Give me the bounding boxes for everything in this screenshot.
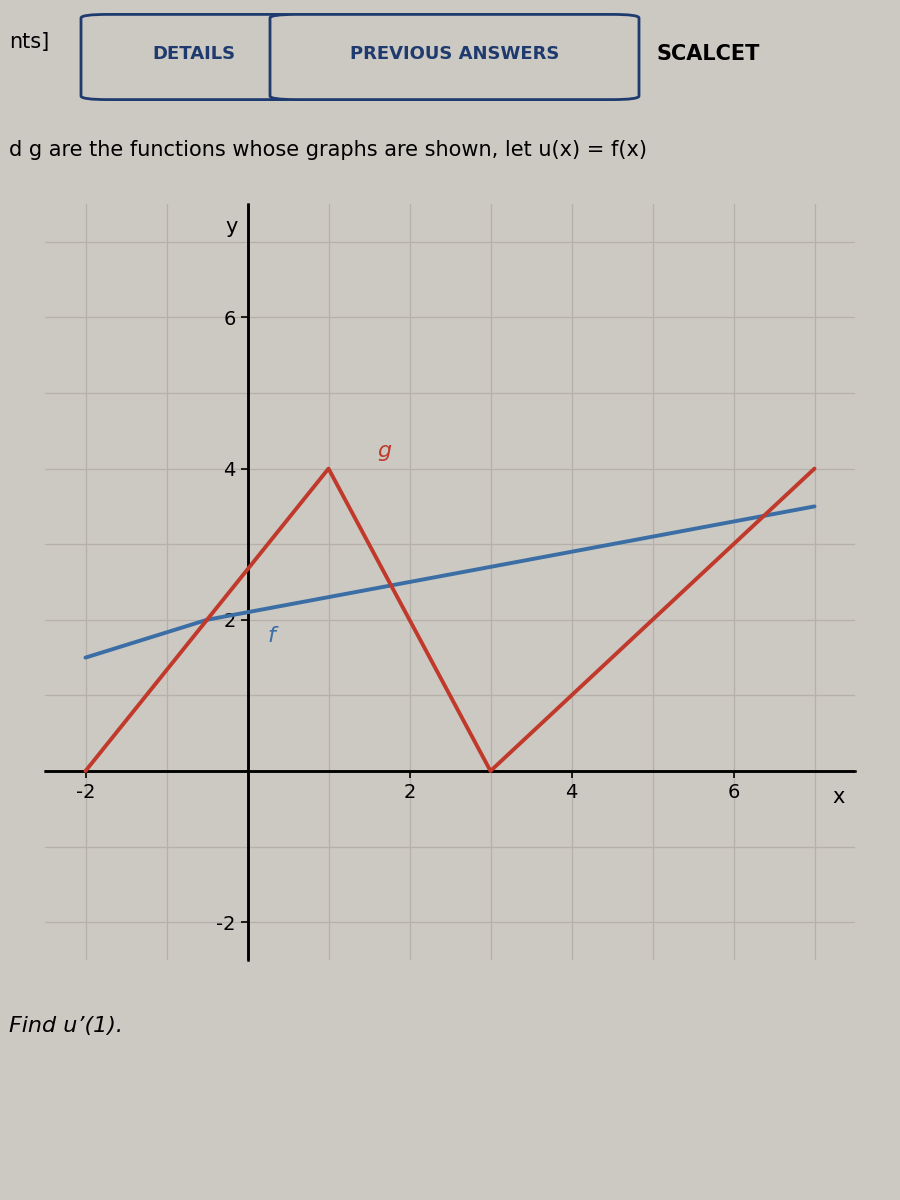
- Text: SCALCET: SCALCET: [657, 44, 760, 64]
- Text: f: f: [268, 626, 275, 647]
- Text: x: x: [832, 787, 845, 808]
- Text: PREVIOUS ANSWERS: PREVIOUS ANSWERS: [350, 44, 559, 62]
- FancyBboxPatch shape: [81, 14, 306, 100]
- FancyBboxPatch shape: [270, 14, 639, 100]
- Text: DETAILS: DETAILS: [152, 44, 235, 62]
- Text: g: g: [377, 442, 392, 461]
- Text: Find u’(1).: Find u’(1).: [9, 1016, 123, 1036]
- Text: y: y: [225, 217, 238, 236]
- Text: nts]: nts]: [9, 32, 50, 52]
- Text: d g are the functions whose graphs are shown, let u(x) = f(x): d g are the functions whose graphs are s…: [9, 140, 647, 160]
